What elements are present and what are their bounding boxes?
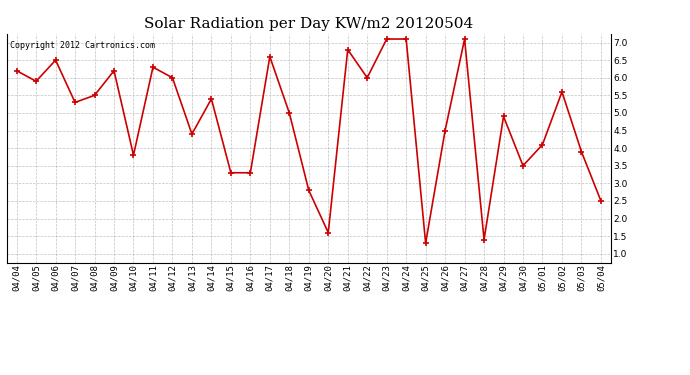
Text: Copyright 2012 Cartronics.com: Copyright 2012 Cartronics.com <box>10 40 155 50</box>
Title: Solar Radiation per Day KW/m2 20120504: Solar Radiation per Day KW/m2 20120504 <box>144 17 473 31</box>
